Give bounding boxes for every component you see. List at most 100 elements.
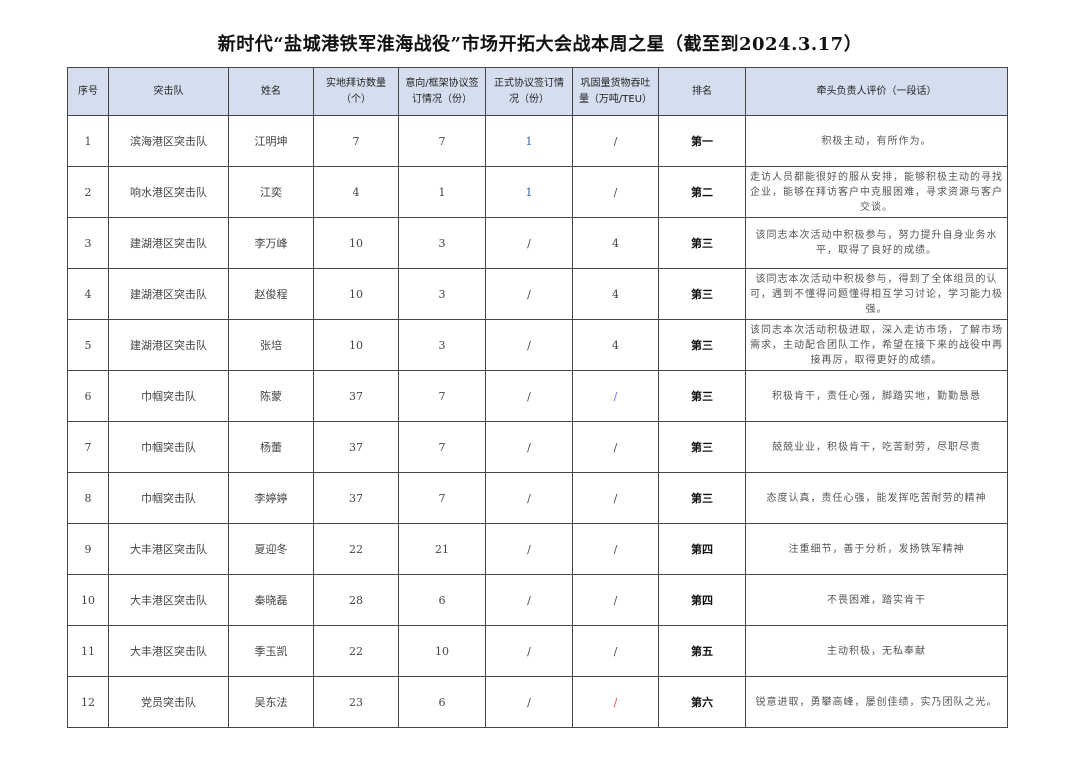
cell-team: 建湖港区突击队: [108, 268, 229, 320]
cell-evaluation: 走访人员都能很好的服从安排，能够积极主动的寻找企业，能够在拜访客户中克服困难，寻…: [745, 166, 1008, 218]
cell-name: 秦晓磊: [228, 574, 314, 626]
cell-intent-agreements: 21: [398, 523, 486, 575]
cell-formal-agreements: 1: [485, 115, 573, 167]
cell-rank: 第三: [658, 268, 746, 320]
cell-formal-agreements: /: [485, 370, 573, 422]
header-col-team: 突击队: [108, 67, 229, 116]
table-header-row: 序号 突击队 姓名 实地拜访数量（个） 意向/框架协议签订情况（份） 正式协议签订情况（份…: [67, 67, 1008, 116]
cell-team: 建湖港区突击队: [108, 217, 229, 269]
cell-throughput: /: [572, 421, 659, 473]
table-row: 4 建湖港区突击队 赵俊程 10 3/4 第三 该同志本次活动中积极参与，得到了全体组员的认…: [67, 268, 1008, 320]
cell-rank: 第三: [658, 319, 746, 371]
cell-intent-agreements: 6: [398, 574, 486, 626]
cell-name: 吴东法: [228, 676, 314, 728]
table-row: 8 巾帼突击队 李婷婷 37 7// 第三 态度认真，责任心强，能发挥吃苦耐劳的精神: [67, 472, 1008, 524]
cell-throughput: 4: [572, 217, 659, 269]
cell-team: 滨海港区突击队: [108, 115, 229, 167]
header-col-evaluation: 牵头负责人评价（一段话）: [745, 67, 1008, 116]
header-col-name: 姓名: [228, 67, 314, 116]
cell-name: 季玉凯: [228, 625, 314, 677]
cell-visits: 37: [313, 370, 399, 422]
cell-intent-agreements: 7: [398, 421, 486, 473]
header-col-visits: 实地拜访数量（个）: [313, 67, 399, 116]
cell-index: 4: [67, 268, 109, 320]
cell-formal-agreements: /: [485, 421, 573, 473]
cell-evaluation: 该同志本次活动积极进取，深入走访市场，了解市场需求，主动配合团队工作，希望在接下…: [745, 319, 1008, 371]
cell-visits: 23: [313, 676, 399, 728]
table-row: 11 大丰港区突击队 季玉凯 22 10// 第五 主动积极，无私奉献: [67, 625, 1008, 677]
table-row: 9 大丰港区突击队 夏迎冬 22 21// 第四 注重细节，善于分析，发扬铁军精神: [67, 523, 1008, 575]
cell-rank: 第三: [658, 421, 746, 473]
cell-visits: 10: [313, 268, 399, 320]
cell-index: 9: [67, 523, 109, 575]
header-col-formal-agreements: 正式协议签订情况（份）: [485, 67, 573, 116]
table-row: 6 巾帼突击队 陈蒙 37 7// 第三 积极肯干，责任心强，脚踏实地，勤勤恳恳: [67, 370, 1008, 422]
cell-intent-agreements: 6: [398, 676, 486, 728]
header-col-rank: 排名: [658, 67, 746, 116]
cell-formal-agreements: /: [485, 268, 573, 320]
cell-intent-agreements: 3: [398, 319, 486, 371]
header-col-index: 序号: [67, 67, 109, 116]
table-row: 12 党员突击队 吴东法 23 6// 第六 锐意进取，勇攀高峰，屡创佳绩，实乃团队之光。: [67, 676, 1008, 728]
cell-name: 杨蕾: [228, 421, 314, 473]
cell-visits: 37: [313, 421, 399, 473]
cell-rank: 第二: [658, 166, 746, 218]
cell-index: 3: [67, 217, 109, 269]
cell-throughput: /: [572, 574, 659, 626]
cell-team: 大丰港区突击队: [108, 625, 229, 677]
cell-throughput: /: [572, 676, 659, 728]
cell-name: 夏迎冬: [228, 523, 314, 575]
cell-index: 11: [67, 625, 109, 677]
cell-index: 5: [67, 319, 109, 371]
cell-visits: 22: [313, 625, 399, 677]
header-col-intent-agreements: 意向/框架协议签订情况（份）: [398, 67, 486, 116]
cell-name: 陈蒙: [228, 370, 314, 422]
cell-team: 大丰港区突击队: [108, 574, 229, 626]
cell-evaluation: 锐意进取，勇攀高峰，屡创佳绩，实乃团队之光。: [745, 676, 1008, 728]
cell-throughput: /: [572, 523, 659, 575]
cell-throughput: /: [572, 625, 659, 677]
cell-name: 江奕: [228, 166, 314, 218]
cell-intent-agreements: 7: [398, 115, 486, 167]
cell-throughput: /: [572, 166, 659, 218]
cell-index: 2: [67, 166, 109, 218]
cell-intent-agreements: 10: [398, 625, 486, 677]
cell-throughput: 4: [572, 268, 659, 320]
cell-throughput: /: [572, 115, 659, 167]
cell-index: 7: [67, 421, 109, 473]
cell-name: 赵俊程: [228, 268, 314, 320]
cell-visits: 37: [313, 472, 399, 524]
cell-team: 响水港区突击队: [108, 166, 229, 218]
cell-evaluation: 积极肯干，责任心强，脚踏实地，勤勤恳恳: [745, 370, 1008, 422]
cell-evaluation: 态度认真，责任心强，能发挥吃苦耐劳的精神: [745, 472, 1008, 524]
cell-rank: 第四: [658, 523, 746, 575]
star-table: 序号 突击队 姓名 实地拜访数量（个） 意向/框架协议签订情况（份） 正式协议签订情况（份…: [67, 67, 1008, 728]
table-row: 10 大丰港区突击队 秦晓磊 28 6// 第四 不畏困难，踏实肯干: [67, 574, 1008, 626]
cell-rank: 第三: [658, 370, 746, 422]
cell-formal-agreements: 1: [485, 166, 573, 218]
cell-visits: 10: [313, 217, 399, 269]
table-row: 2 响水港区突击队 江奕 4 1 1/第二 走访人员都能很好的服从安排，能够积极主动的寻找企…: [67, 166, 1008, 218]
cell-formal-agreements: /: [485, 574, 573, 626]
cell-rank: 第五: [658, 625, 746, 677]
cell-visits: 22: [313, 523, 399, 575]
cell-rank: 第一: [658, 115, 746, 167]
cell-formal-agreements: /: [485, 523, 573, 575]
cell-formal-agreements: /: [485, 625, 573, 677]
cell-team: 建湖港区突击队: [108, 319, 229, 371]
cell-index: 10: [67, 574, 109, 626]
header-col-throughput: 巩固量货物吞吐量（万吨/TEU）: [572, 67, 659, 116]
cell-name: 江明坤: [228, 115, 314, 167]
cell-formal-agreements: /: [485, 676, 573, 728]
cell-team: 党员突击队: [108, 676, 229, 728]
cell-throughput: /: [572, 472, 659, 524]
table-row: 3 建湖港区突击队 李万峰 10 3/4 第三 该同志本次活动中积极参与，努力提升自身业务水…: [67, 217, 1008, 269]
table-row: 1 滨海港区突击队 江明坤 7 7 1/第一 积极主动，有所作为。: [67, 115, 1008, 167]
cell-name: 李万峰: [228, 217, 314, 269]
cell-evaluation: 积极主动，有所作为。: [745, 115, 1008, 167]
cell-intent-agreements: 3: [398, 268, 486, 320]
cell-intent-agreements: 1: [398, 166, 486, 218]
cell-formal-agreements: /: [485, 217, 573, 269]
cell-name: 李婷婷: [228, 472, 314, 524]
cell-intent-agreements: 3: [398, 217, 486, 269]
